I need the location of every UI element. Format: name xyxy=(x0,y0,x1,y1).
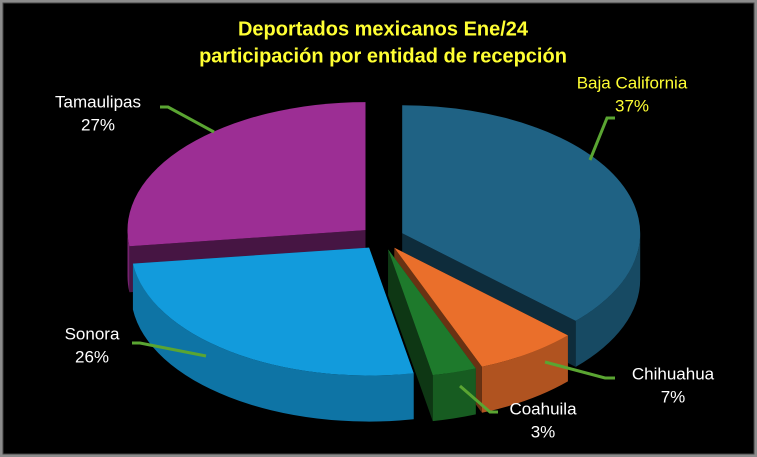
data-label-name: Sonora xyxy=(65,324,120,343)
slice xyxy=(127,102,366,247)
data-label-value: 27% xyxy=(81,115,115,134)
slice xyxy=(394,247,568,367)
slice-wall xyxy=(432,368,476,422)
data-label-value: 37% xyxy=(615,96,649,115)
leader-line xyxy=(588,116,615,161)
slice-wall xyxy=(575,233,641,367)
slice xyxy=(132,247,414,376)
data-label-name: Chihuahua xyxy=(632,364,715,383)
leader-line xyxy=(132,341,207,358)
data-label-name: Coahuila xyxy=(509,399,577,418)
leader-line xyxy=(160,105,215,134)
data-label-name: Tamaulipas xyxy=(55,92,141,111)
leader-line xyxy=(459,384,498,414)
slice-side xyxy=(388,249,433,422)
data-label-value: 7% xyxy=(661,387,686,406)
data-label-name: Baja California xyxy=(577,73,688,92)
data-label-value: 3% xyxy=(531,422,556,441)
slice xyxy=(388,249,476,376)
slice-wall xyxy=(132,263,414,422)
slice-wall xyxy=(127,230,130,293)
chart-title: Deportados mexicanos Ene/24 xyxy=(238,18,529,40)
data-label-value: 26% xyxy=(75,347,109,366)
chart-subtitle: participación por entidad de recepción xyxy=(199,45,567,67)
slice xyxy=(402,105,641,321)
slice-wall xyxy=(481,335,568,413)
leader-line xyxy=(544,360,615,380)
